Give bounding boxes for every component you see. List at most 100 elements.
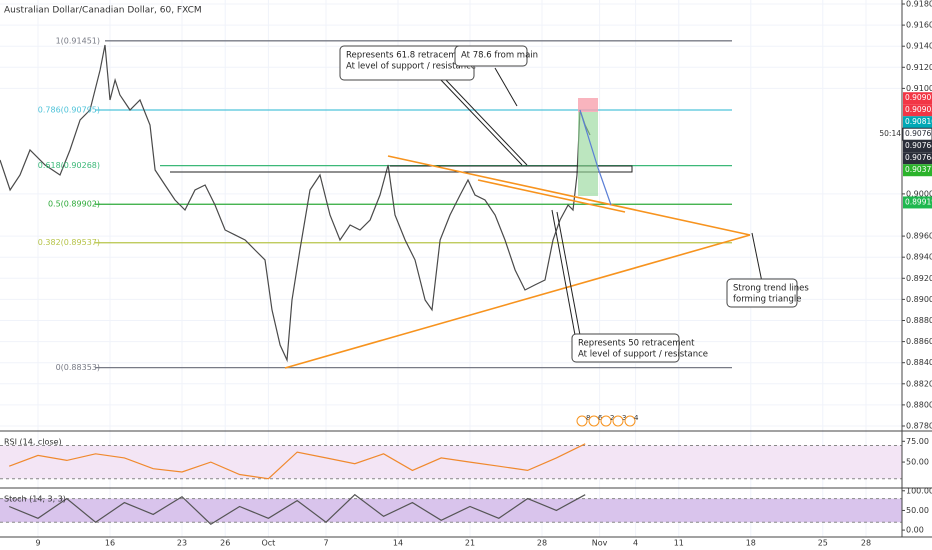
chart-title: Australian Dollar/Canadian Dollar, 60, F… bbox=[4, 6, 202, 16]
fib-label: 0.5(0.89902) bbox=[48, 200, 100, 209]
projection-arrow bbox=[579, 109, 612, 206]
y-tick-label: 50.00 bbox=[906, 458, 929, 467]
event-count: 4 bbox=[634, 414, 639, 422]
price-line bbox=[8, 443, 586, 480]
annotation-text: Strong trend lines bbox=[733, 284, 809, 294]
x-tick-label: 14 bbox=[393, 539, 403, 548]
countdown: 50:14 bbox=[879, 129, 901, 138]
event-count: 8 bbox=[586, 414, 590, 422]
annotation-box bbox=[454, 45, 528, 67]
price-tag-label: 0.90764 bbox=[905, 153, 932, 162]
price-tag bbox=[903, 92, 932, 105]
note-connector bbox=[556, 211, 581, 336]
indicator-band bbox=[0, 498, 902, 523]
note-connector bbox=[751, 232, 763, 283]
annotation-text: forming triangle bbox=[733, 295, 801, 305]
event-icon bbox=[600, 415, 612, 427]
target-zone bbox=[578, 112, 598, 196]
fib-label: 1(0.91451) bbox=[56, 36, 100, 45]
x-tick-label: 11 bbox=[674, 539, 684, 548]
annotation-text: At level of support / resistance bbox=[578, 350, 708, 360]
fib-label: 0(0.88353) bbox=[56, 363, 100, 372]
fib-label: 0.382(0.89537) bbox=[38, 238, 100, 247]
price-tag-label: 0.90764 bbox=[905, 129, 932, 138]
x-tick-label: 28 bbox=[537, 539, 547, 548]
note-connector bbox=[444, 78, 528, 166]
x-tick-label: 26 bbox=[220, 539, 230, 548]
annotation-text: Represents 61.8 retracement bbox=[346, 51, 471, 61]
price-tag bbox=[903, 196, 932, 209]
y-tick-label: 75.00 bbox=[906, 437, 929, 446]
x-tick-label: 4 bbox=[633, 539, 638, 548]
plot bbox=[0, 40, 732, 525]
x-tick-label: Nov bbox=[592, 539, 608, 548]
annotation-text: At 78.6 from main bbox=[461, 51, 538, 61]
annotation-box bbox=[571, 333, 680, 363]
x-tick-label: 9 bbox=[35, 539, 40, 548]
price-tag bbox=[903, 152, 932, 165]
rectangle-drawing bbox=[170, 165, 633, 173]
annotation-text: At level of support / resistance bbox=[346, 62, 476, 72]
x-tick-label: Oct bbox=[261, 539, 275, 548]
y-tick-label: 0.87800 bbox=[906, 421, 932, 430]
note-connector bbox=[494, 67, 518, 107]
trend-line bbox=[387, 155, 751, 236]
indicator-title: RSI (14, close) bbox=[4, 438, 62, 447]
trend-line bbox=[477, 179, 626, 213]
trend-line bbox=[284, 234, 751, 369]
x-tick-label: 18 bbox=[746, 539, 756, 548]
x-tick-label: 25 bbox=[818, 539, 828, 548]
drawings bbox=[170, 67, 763, 369]
y-tick-label: 50.00 bbox=[906, 506, 929, 515]
x-tick-label: 23 bbox=[177, 539, 187, 548]
price-tag-label: 0.90764 bbox=[905, 141, 932, 150]
event-icon bbox=[576, 415, 588, 427]
fib-label: 0.786(0.90795) bbox=[38, 106, 100, 115]
event-count: 6 bbox=[598, 414, 603, 422]
x-tick-label: 28 bbox=[861, 539, 871, 548]
grid bbox=[0, 0, 902, 537]
y-tick-label: 100.00 bbox=[906, 486, 932, 495]
indicator-band bbox=[0, 445, 902, 479]
price-line bbox=[8, 493, 586, 525]
stop-zone bbox=[578, 98, 598, 112]
annotation-box bbox=[726, 278, 798, 308]
note-connector bbox=[551, 209, 576, 336]
event-icon bbox=[612, 415, 624, 427]
indicator-title: Stoch (14, 3, 3) bbox=[4, 495, 66, 504]
note-connector bbox=[439, 78, 523, 166]
event-count: 3 bbox=[622, 414, 626, 422]
price-tag-label: 0.90903 bbox=[905, 105, 932, 114]
x-tick-label: 21 bbox=[465, 539, 475, 548]
annotation-text: Represents 50 retracement bbox=[578, 339, 695, 349]
price-tag bbox=[903, 140, 932, 153]
x-tick-label: 7 bbox=[323, 539, 328, 548]
price-tag bbox=[903, 116, 932, 129]
fib-label: 0.618(0.90268) bbox=[38, 161, 100, 170]
price-tag-label: 0.90377 bbox=[905, 165, 932, 174]
event-icon bbox=[588, 415, 600, 427]
price-tag-label: 0.89919 bbox=[905, 197, 932, 206]
price-line bbox=[0, 44, 591, 363]
annotation: At 78.6 from main bbox=[454, 45, 538, 67]
event-count: 2 bbox=[610, 414, 614, 422]
